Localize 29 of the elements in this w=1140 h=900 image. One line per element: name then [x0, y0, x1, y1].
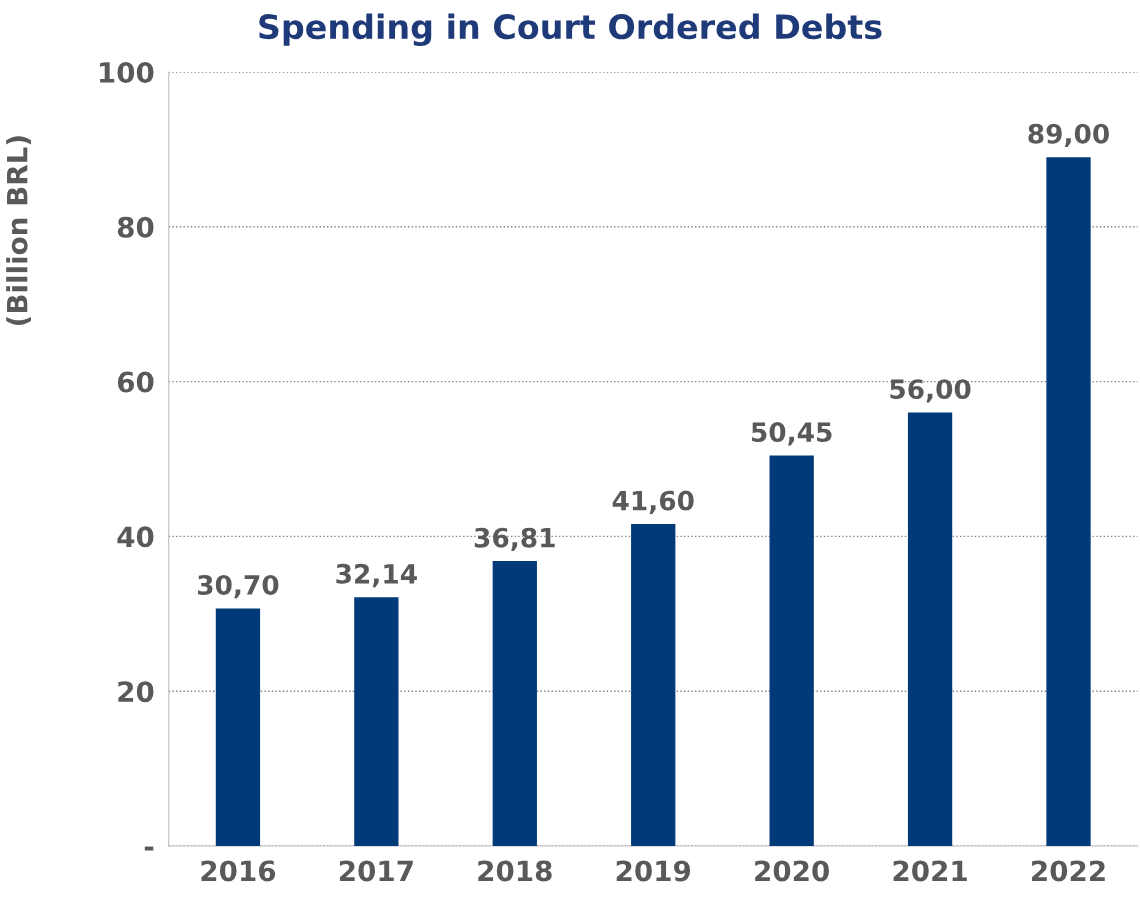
y-tick-label: 40 [117, 526, 154, 548]
data-label: 41,60 [612, 490, 694, 514]
y-tick-label: 100 [99, 61, 154, 83]
bar [492, 561, 537, 846]
y-axis-title: (Billion BRL) [6, 136, 31, 325]
bar [354, 597, 399, 846]
x-tick-label: 2021 [893, 860, 967, 882]
bar [1046, 157, 1091, 846]
y-tick-label: 80 [117, 216, 154, 238]
y-tick-label: 20 [118, 681, 154, 703]
bar [769, 455, 814, 846]
data-label: 89,00 [1028, 123, 1109, 148]
bar [631, 524, 676, 846]
y-tick-label: 60 [117, 371, 154, 393]
x-tick-label: 2018 [478, 860, 552, 882]
x-tick-label: 2020 [755, 860, 829, 882]
y-tick-label: - [144, 846, 154, 851]
x-tick-label: 2019 [616, 860, 691, 882]
chart-title: Spending in Court Ordered Debts [259, 13, 882, 47]
data-label: 32,14 [336, 563, 417, 588]
x-tick-label: 2022 [1032, 860, 1105, 882]
x-tick-label: 2016 [201, 860, 276, 882]
bar [907, 412, 953, 846]
x-tick-label: 2017 [339, 860, 413, 882]
data-label: 30,70 [197, 574, 279, 599]
data-label: 50,45 [751, 422, 832, 446]
data-label: 56,00 [890, 379, 971, 403]
bar [215, 608, 261, 846]
data-label: 36,81 [474, 527, 555, 552]
